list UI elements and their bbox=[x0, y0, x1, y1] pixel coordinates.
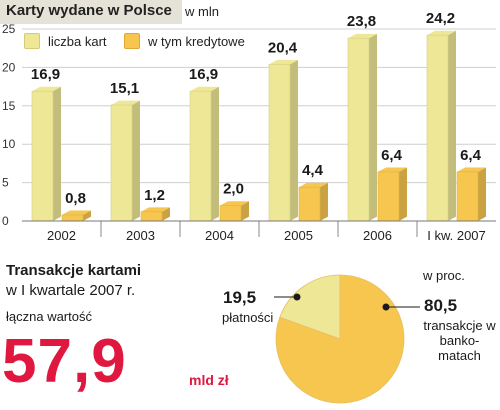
chart-unit: w mln bbox=[185, 4, 219, 19]
bar-credit-side bbox=[320, 182, 328, 221]
bar-credit-label: 2,0 bbox=[223, 181, 244, 198]
bar-cards-label: 16,9 bbox=[31, 66, 60, 83]
bar-credit-side bbox=[241, 201, 249, 221]
transactions-title: Transakcje kartami bbox=[6, 262, 142, 279]
y-tick-label: 0 bbox=[2, 214, 9, 228]
bar-credit-top bbox=[62, 210, 91, 215]
bar-cards-side bbox=[290, 59, 298, 221]
bar-credit bbox=[298, 182, 328, 222]
bar-credit bbox=[140, 207, 170, 222]
bar-cards-top bbox=[348, 33, 377, 39]
bar-credit-front bbox=[219, 205, 242, 222]
legend-item-credit: w tym kredytowe bbox=[124, 33, 245, 49]
total-value: 57,9 bbox=[2, 327, 127, 396]
bar-credit-top bbox=[299, 182, 328, 188]
legend-label-credit: w tym kredytowe bbox=[148, 33, 245, 49]
bar-credit-side bbox=[83, 210, 91, 221]
legend-swatch-credit bbox=[124, 33, 140, 49]
bar-credit-side bbox=[162, 207, 170, 221]
bar-credit-top bbox=[141, 207, 170, 212]
bar-cards-top bbox=[32, 86, 61, 92]
pie-value-atm: 80,5 bbox=[424, 296, 458, 315]
y-tick-label: 25 bbox=[2, 22, 16, 36]
bar-credit-front bbox=[298, 186, 321, 222]
bar-credit-label: 0,8 bbox=[65, 190, 86, 207]
bar-cards-top bbox=[111, 100, 140, 106]
legend-item-cards: liczba kart bbox=[24, 33, 107, 49]
chart-legend: liczba kart w tym kredytowe bbox=[0, 33, 500, 57]
pie-slice-atm bbox=[275, 274, 405, 404]
bar-credit-label: 1,2 bbox=[144, 187, 165, 204]
x-tick-label: 2005 bbox=[284, 228, 313, 243]
bar-cards bbox=[426, 30, 456, 222]
bar-cards-side bbox=[448, 30, 456, 221]
bar-credit-top bbox=[220, 201, 249, 206]
pie-leader-dot-payments bbox=[293, 293, 301, 301]
bar-credit-label: 6,4 bbox=[460, 147, 482, 164]
bar-cards-label: 24,2 bbox=[426, 10, 455, 27]
y-tick-label: 15 bbox=[2, 99, 16, 113]
bar-cards bbox=[268, 59, 298, 222]
x-tick-label: 2002 bbox=[47, 228, 76, 243]
bar-credit-front bbox=[140, 211, 163, 222]
bar-chart: 0 5 10 15 20 25 16,9 0,8 2002 15,1 1,2 2003 16,9 2,0 2… bbox=[2, 10, 496, 243]
bar-credit-label: 6,4 bbox=[381, 147, 403, 164]
y-tick-label: 5 bbox=[2, 176, 9, 190]
bar-cards-side bbox=[53, 86, 61, 221]
bar-cards-side bbox=[132, 100, 140, 221]
bar-credit-side bbox=[399, 167, 407, 221]
bar-credit-front bbox=[61, 214, 84, 222]
bar-cards-top bbox=[190, 86, 219, 92]
bar-cards-label: 20,4 bbox=[268, 39, 298, 56]
bar-cards-label: 16,9 bbox=[189, 66, 218, 83]
x-tick-label: 2003 bbox=[126, 228, 155, 243]
bar-credit-front bbox=[377, 171, 400, 222]
bar-cards-top bbox=[427, 30, 456, 36]
bar-cards-front bbox=[110, 104, 133, 222]
bar-cards bbox=[31, 86, 61, 222]
bar-cards-front bbox=[268, 64, 291, 222]
bar-credit bbox=[61, 210, 91, 222]
chart-title: Karty wydane w Polsce bbox=[0, 0, 182, 24]
bar-cards-front bbox=[426, 34, 449, 222]
bar-cards-side bbox=[211, 86, 219, 221]
bar-credit-top bbox=[378, 167, 407, 172]
bar-credit bbox=[219, 201, 249, 222]
total-value-label: łączna wartość bbox=[6, 309, 92, 324]
pie-label-atm: transakcje w banko-matach bbox=[423, 318, 496, 363]
bar-cards-side bbox=[369, 33, 377, 221]
bar-cards-label: 15,1 bbox=[110, 80, 139, 97]
total-value-unit: mld zł bbox=[189, 372, 229, 388]
legend-swatch-cards bbox=[24, 33, 40, 49]
x-tick-label: I kw. 2007 bbox=[427, 228, 486, 243]
bar-cards-front bbox=[347, 37, 370, 222]
chart-header: Karty wydane w Polsce w mln bbox=[0, 0, 500, 26]
pie-label-payments: płatności bbox=[222, 310, 274, 325]
bar-credit bbox=[377, 167, 407, 222]
bar-cards bbox=[347, 33, 377, 222]
bar-cards-top bbox=[269, 59, 298, 65]
bar-cards-label: 23,8 bbox=[347, 13, 376, 30]
bar-cards-front bbox=[189, 90, 212, 222]
x-tick-label: 2006 bbox=[363, 228, 392, 243]
bar-credit-front bbox=[456, 171, 479, 222]
bar-credit-top bbox=[457, 167, 486, 172]
pie-leader-dot-atm bbox=[382, 303, 390, 311]
bar-credit bbox=[456, 167, 486, 222]
bar-cards bbox=[110, 100, 140, 222]
y-tick-label: 10 bbox=[2, 137, 16, 151]
pie-slice-payments bbox=[279, 274, 341, 340]
bar-cards-front bbox=[31, 90, 54, 222]
legend-label-cards: liczba kart bbox=[48, 33, 107, 49]
x-tick-label: 2004 bbox=[205, 228, 234, 243]
pie-value-payments: 19,5 bbox=[223, 288, 257, 307]
y-tick-label: 20 bbox=[2, 60, 16, 74]
bar-credit-label: 4,4 bbox=[302, 162, 324, 179]
bar-cards bbox=[189, 86, 219, 222]
bar-credit-side bbox=[478, 167, 486, 221]
transactions-subtitle: w I kwartale 2007 r. bbox=[6, 282, 136, 299]
pie-unit: w proc. bbox=[423, 268, 465, 283]
